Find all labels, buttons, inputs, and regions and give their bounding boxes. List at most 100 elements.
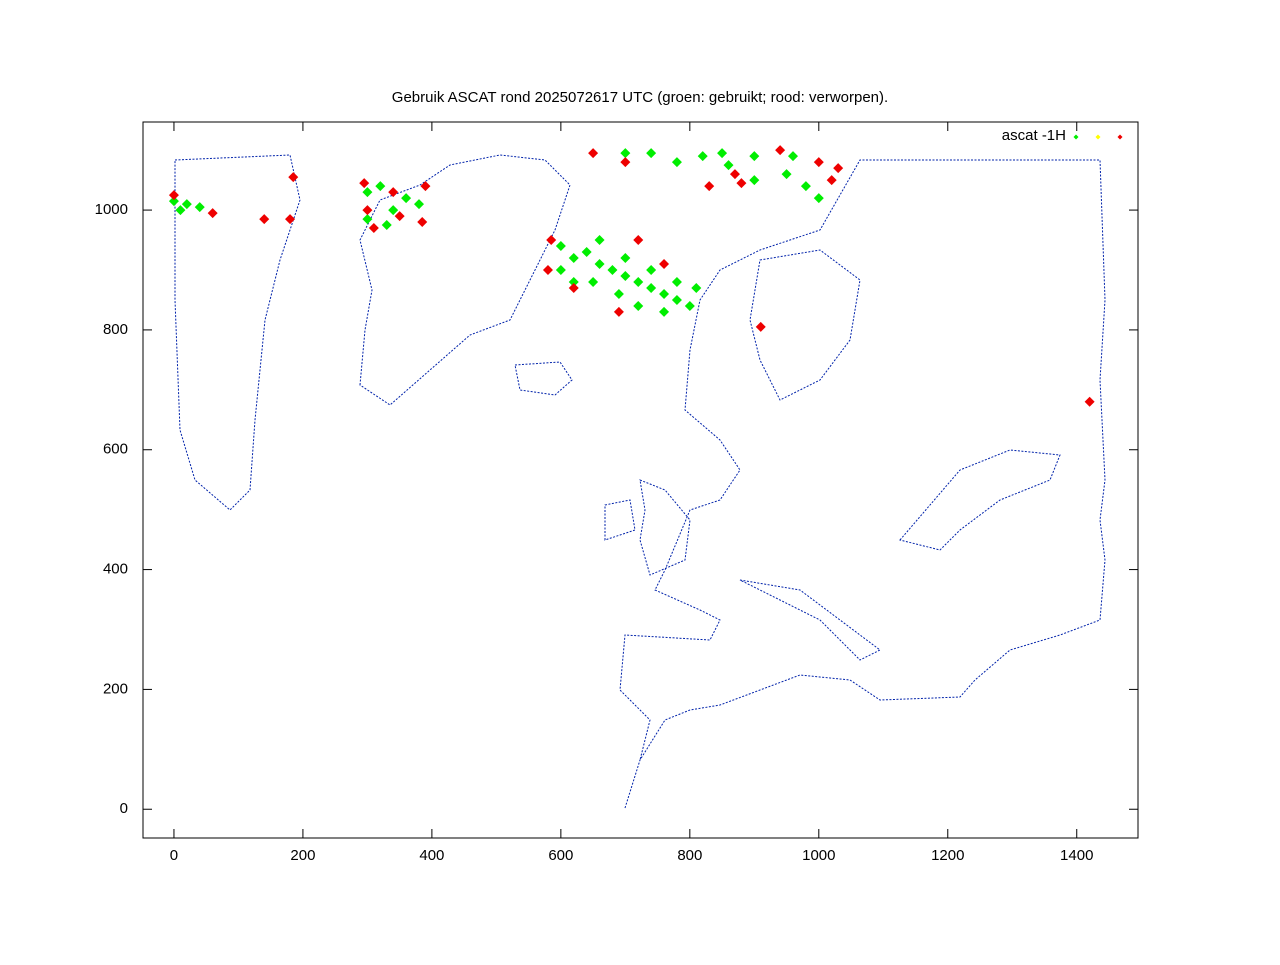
point bbox=[613, 306, 624, 317]
point bbox=[813, 193, 824, 204]
point bbox=[646, 148, 657, 159]
coastline bbox=[174, 154, 301, 511]
chart-title: Gebruik ASCAT rond 2025072617 UTC (groen… bbox=[392, 89, 888, 106]
coastline bbox=[514, 361, 573, 396]
point bbox=[671, 276, 682, 287]
point bbox=[207, 208, 218, 219]
point bbox=[620, 270, 631, 281]
point bbox=[723, 160, 734, 171]
point bbox=[755, 321, 766, 332]
y-tick-label: 1000 bbox=[95, 201, 128, 218]
point bbox=[659, 259, 670, 270]
plot-frame bbox=[142, 121, 1139, 839]
point bbox=[413, 199, 424, 210]
coastline bbox=[619, 159, 1106, 809]
point bbox=[826, 175, 837, 186]
point bbox=[401, 193, 412, 204]
point bbox=[194, 202, 205, 213]
point bbox=[420, 181, 431, 192]
point bbox=[788, 151, 799, 162]
point bbox=[594, 235, 605, 246]
point bbox=[259, 214, 270, 225]
point bbox=[368, 223, 379, 234]
point bbox=[568, 282, 579, 293]
point bbox=[620, 253, 631, 264]
coastlines bbox=[174, 154, 1106, 809]
legend-marker bbox=[1073, 134, 1079, 140]
point bbox=[581, 247, 592, 258]
point bbox=[620, 157, 631, 168]
y-tick-label: 600 bbox=[103, 441, 128, 458]
coastline bbox=[749, 249, 861, 401]
point bbox=[362, 205, 373, 216]
point bbox=[394, 211, 405, 222]
point bbox=[729, 169, 740, 180]
point bbox=[671, 157, 682, 168]
point bbox=[588, 148, 599, 159]
point bbox=[588, 276, 599, 287]
point bbox=[633, 235, 644, 246]
point bbox=[671, 294, 682, 305]
point bbox=[375, 181, 386, 192]
point bbox=[417, 217, 428, 228]
point bbox=[620, 148, 631, 159]
point bbox=[362, 187, 373, 198]
point bbox=[781, 169, 792, 180]
y-tick-label: 0 bbox=[120, 800, 128, 817]
point bbox=[568, 276, 579, 287]
point bbox=[594, 259, 605, 270]
point bbox=[749, 151, 760, 162]
point bbox=[168, 196, 179, 207]
coastline bbox=[604, 499, 636, 541]
legend-label: ascat -1H bbox=[1002, 127, 1066, 144]
point bbox=[568, 253, 579, 264]
point bbox=[659, 288, 670, 299]
x-tick-label: 0 bbox=[170, 847, 178, 864]
coastline bbox=[899, 449, 1061, 551]
legend-marker bbox=[1095, 134, 1101, 140]
point bbox=[813, 157, 824, 168]
point bbox=[555, 241, 566, 252]
legend-marker bbox=[1117, 134, 1123, 140]
point bbox=[697, 151, 708, 162]
x-tick-label: 1400 bbox=[1060, 847, 1093, 864]
point bbox=[633, 300, 644, 311]
point bbox=[717, 148, 728, 159]
y-tick-label: 800 bbox=[103, 321, 128, 338]
point bbox=[542, 264, 553, 275]
coastline bbox=[359, 154, 571, 406]
point bbox=[659, 306, 670, 317]
point bbox=[1084, 396, 1095, 407]
point bbox=[633, 276, 644, 287]
x-tick-label: 1000 bbox=[802, 847, 835, 864]
point bbox=[691, 282, 702, 293]
point bbox=[362, 214, 373, 225]
point bbox=[288, 172, 299, 183]
x-tick-label: 600 bbox=[548, 847, 573, 864]
point bbox=[684, 300, 695, 311]
point bbox=[555, 264, 566, 275]
point bbox=[388, 205, 399, 216]
point bbox=[646, 282, 657, 293]
point bbox=[613, 288, 624, 299]
point bbox=[833, 163, 844, 174]
point bbox=[168, 190, 179, 201]
point bbox=[607, 264, 618, 275]
coastline bbox=[739, 579, 881, 661]
point bbox=[175, 205, 186, 216]
point bbox=[388, 187, 399, 198]
x-tick-label: 1200 bbox=[931, 847, 964, 864]
x-tick-label: 200 bbox=[290, 847, 315, 864]
coastline bbox=[639, 479, 691, 576]
y-tick-label: 400 bbox=[103, 561, 128, 578]
point bbox=[800, 181, 811, 192]
x-tick-label: 800 bbox=[677, 847, 702, 864]
point bbox=[704, 181, 715, 192]
x-tick-label: 400 bbox=[419, 847, 444, 864]
y-tick-label: 200 bbox=[103, 680, 128, 697]
point bbox=[359, 178, 370, 189]
point bbox=[181, 199, 192, 210]
point bbox=[775, 145, 786, 156]
point bbox=[736, 178, 747, 189]
